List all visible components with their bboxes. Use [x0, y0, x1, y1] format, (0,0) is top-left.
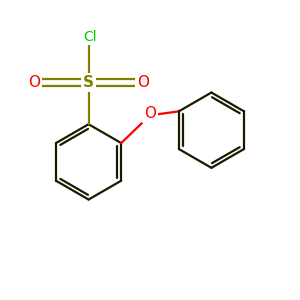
Text: Cl: Cl: [84, 30, 98, 44]
Text: S: S: [83, 75, 94, 90]
Text: O: O: [137, 75, 149, 90]
Text: O: O: [144, 106, 156, 121]
Text: O: O: [28, 75, 40, 90]
